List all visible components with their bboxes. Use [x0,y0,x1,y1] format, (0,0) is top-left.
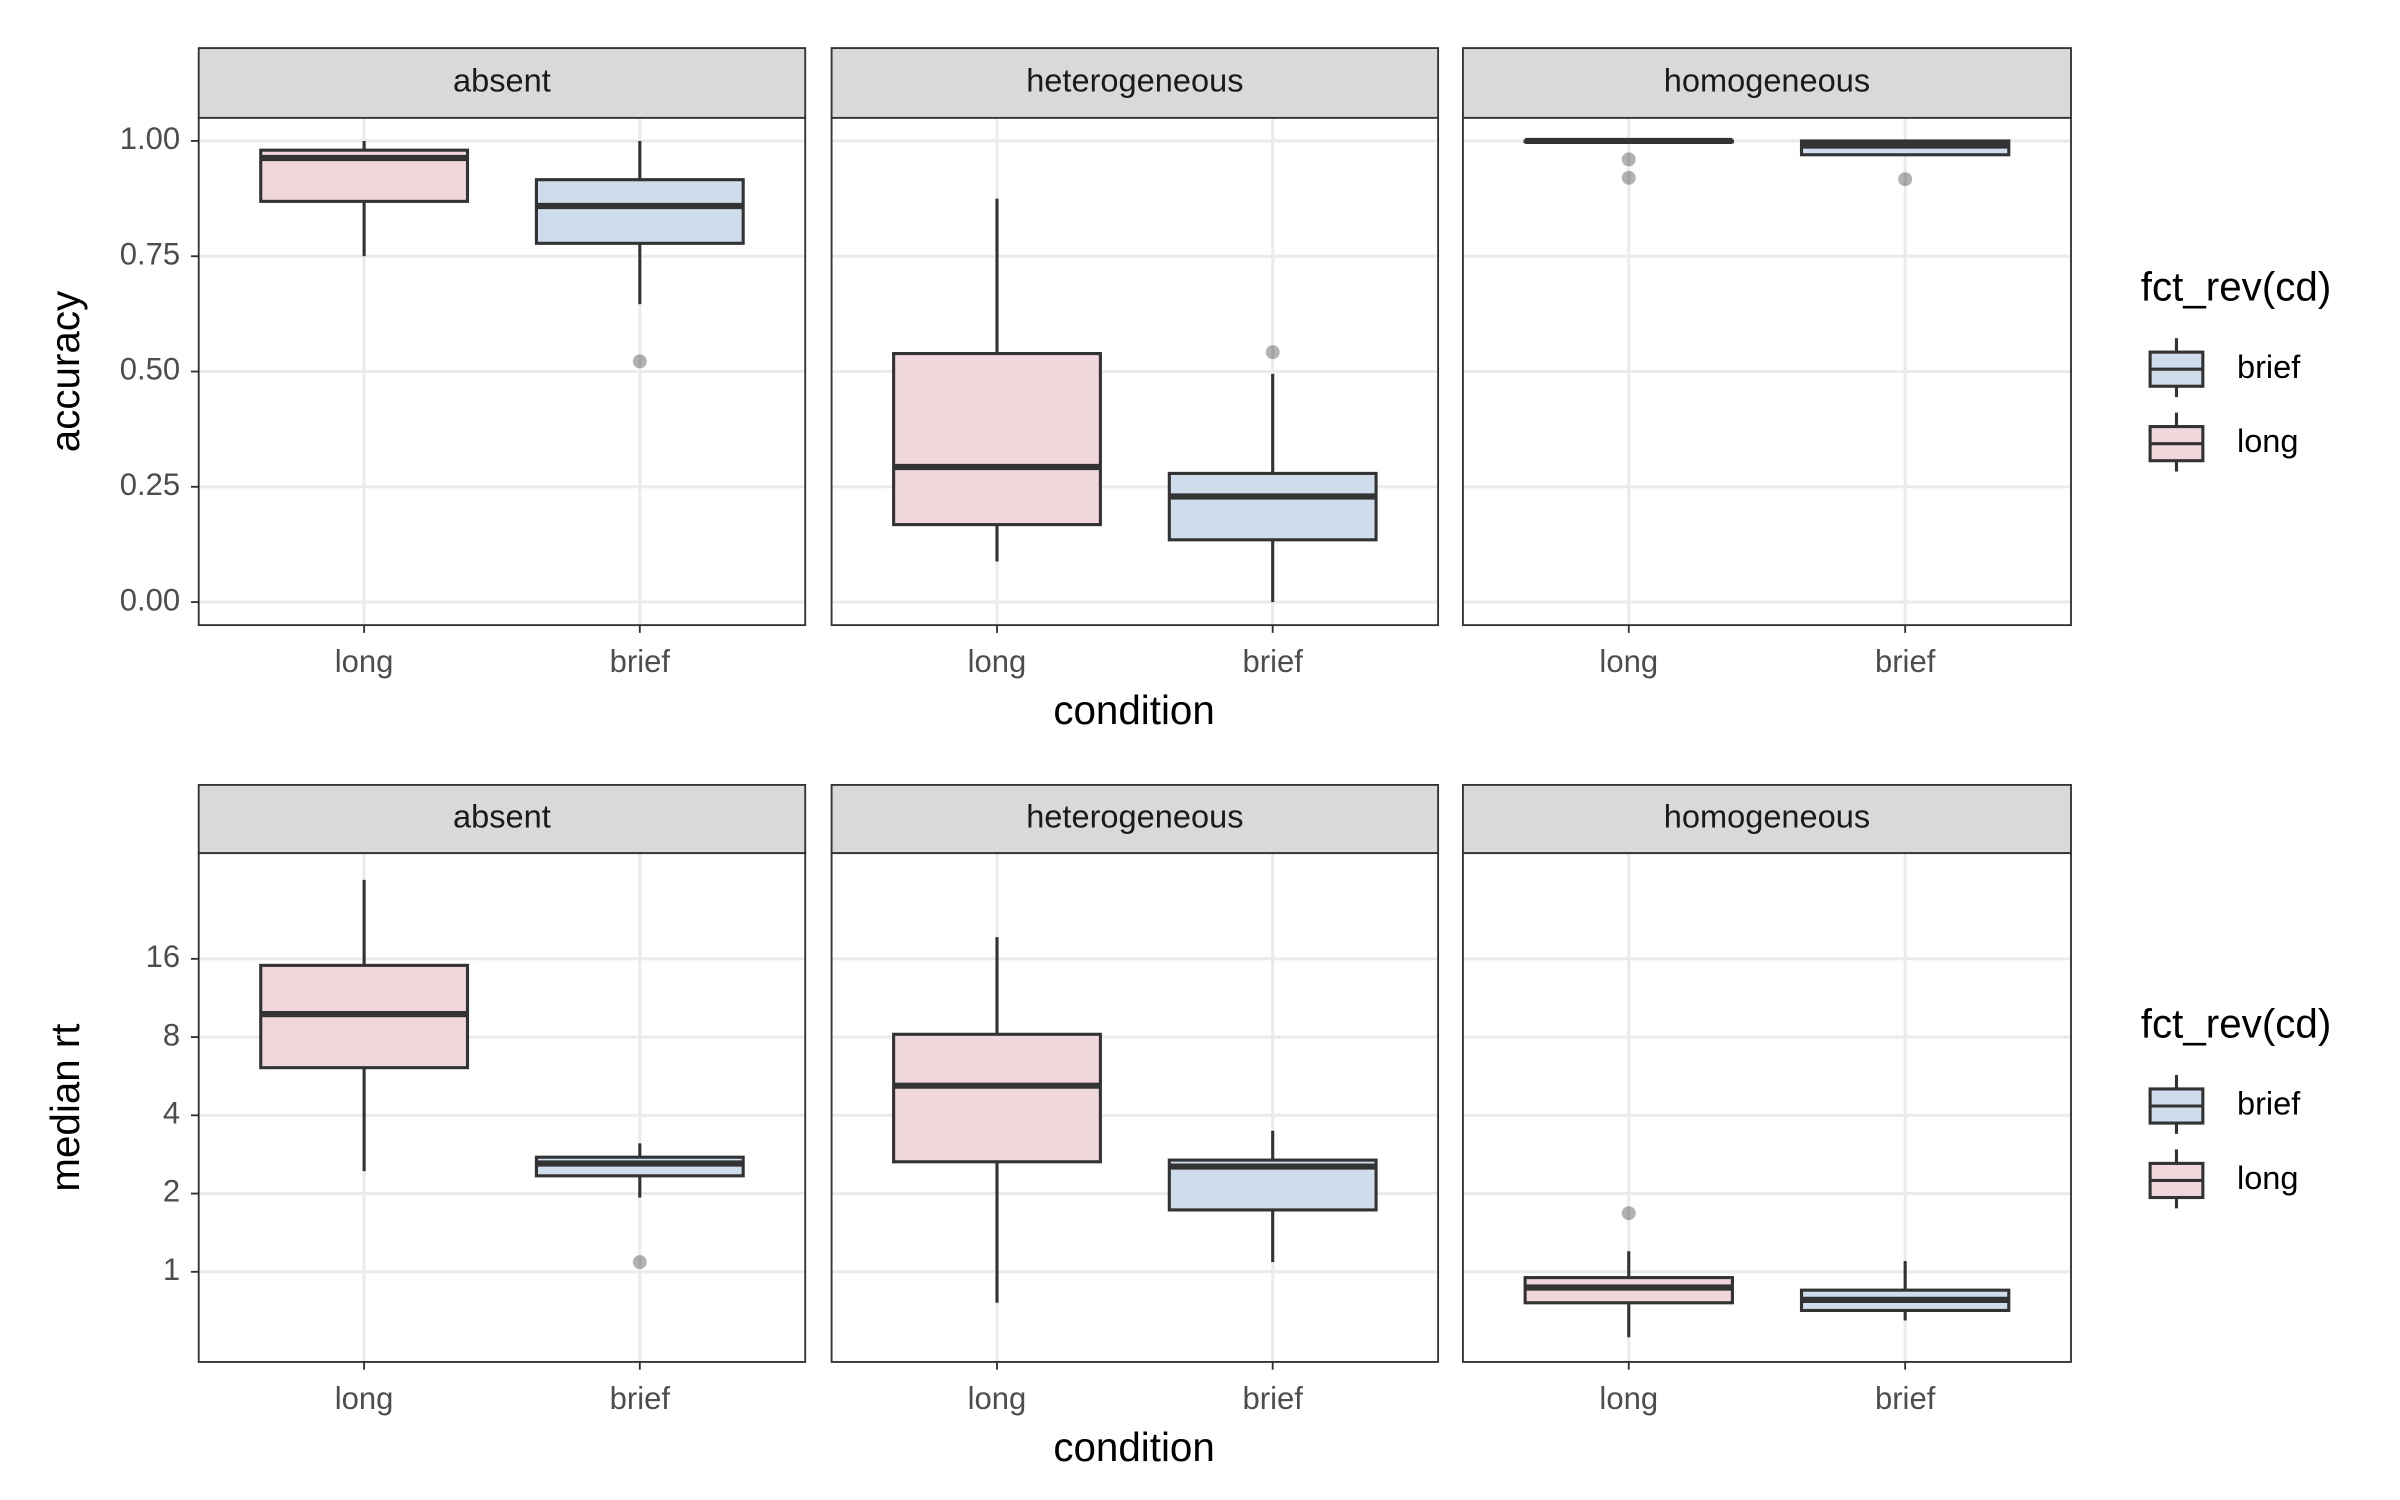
outlier [1898,172,1913,187]
panel-border [1461,116,2072,627]
x-axis-label: condition [1053,687,1214,733]
y-tick-label: 4 [163,1096,180,1131]
x-tick-label: brief [1875,644,1936,679]
y-tick-label: 16 [146,939,181,974]
x-tick-label: long [335,1381,394,1416]
x-tick-label: long [1599,1381,1658,1416]
panel-border [1461,852,2072,1363]
panel-border [197,116,807,627]
legend-label: brief [2237,1086,2301,1122]
strip [1461,783,2072,855]
x-tick-label: brief [1243,1381,1304,1416]
panel-title: homogeneous [1664,799,1870,835]
outlier [1621,1206,1636,1221]
panel-title: homogeneous [1664,63,1870,99]
y-tick-label: 1.00 [120,121,180,156]
panel-border [830,116,1440,627]
panel-bg [198,853,806,1362]
panel-border [197,852,807,1363]
y-tick-label: 2 [163,1174,180,1209]
y-axis-label: median rt [42,1023,88,1191]
strip [197,47,807,119]
x-tick-label: long [1599,644,1658,679]
y-tick-label: 0.00 [120,582,180,617]
y-axis-label: accuracy [42,290,88,452]
panel-title: heterogeneous [1026,799,1243,835]
legend-title: fct_rev(cd) [2141,1001,2331,1047]
outlier [632,354,647,369]
y-tick-label: 0.25 [120,467,180,502]
legend-label: long [2237,423,2299,459]
legend-label: long [2237,1160,2299,1196]
legend-label: brief [2237,349,2301,385]
panel-title: heterogeneous [1026,63,1243,99]
x-tick-label: brief [610,1381,671,1416]
box [892,351,1102,527]
strip [830,783,1440,855]
y-tick-label: 1 [163,1252,180,1287]
box [1167,471,1378,542]
outlier [1621,152,1636,167]
x-tick-label: brief [1875,1381,1936,1416]
x-tick-label: long [335,644,394,679]
x-tick-label: long [968,1381,1027,1416]
strip [830,47,1440,119]
legend-title: fct_rev(cd) [2141,264,2331,310]
x-axis-label: condition [1053,1424,1214,1470]
box [534,178,745,245]
x-tick-label: brief [610,644,671,679]
outlier [632,1255,647,1270]
box [892,1032,1102,1164]
outlier [1621,170,1636,185]
y-tick-label: 8 [163,1017,180,1052]
x-tick-label: brief [1243,644,1304,679]
x-tick-label: long [968,644,1027,679]
panel-title: absent [453,63,551,99]
outlier [1265,345,1280,360]
panel-border [830,852,1440,1363]
panel-title: absent [453,799,551,835]
strip [1461,47,2072,119]
y-tick-label: 0.75 [120,236,180,271]
y-tick-label: 0.50 [120,352,180,387]
